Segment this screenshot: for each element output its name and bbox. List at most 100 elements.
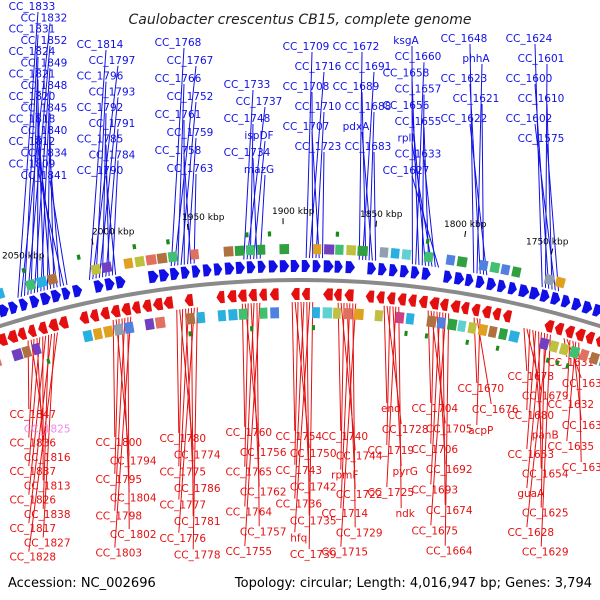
forward-gene-label-cc-1812: CC_1812 [9, 136, 56, 148]
reverse-gene-label-cc-1765: CC_1765 [225, 467, 272, 479]
forward-gene-connector [170, 47, 185, 267]
feature-mark [267, 231, 272, 237]
forward-gene-label-cc-1723: CC_1723 [295, 141, 342, 153]
forward-annotation-bar [101, 261, 113, 274]
forward-gene-label-cc-1793: CC_1793 [89, 86, 136, 98]
reverse-annotation-bar [31, 342, 42, 356]
forward-gene-label-cc-1791: CC_1791 [89, 118, 136, 130]
reverse-annotation-bar [374, 309, 384, 322]
forward-annotation-bar [35, 275, 48, 288]
reverse-annotation-bar [113, 323, 125, 336]
forward-gene-connector [358, 51, 363, 260]
reverse-annotation-bar [426, 315, 437, 328]
reverse-gene-label-cc-1795: CC_1795 [95, 474, 142, 486]
forward-gene-arrow [50, 289, 61, 303]
reverse-gene-label-cc-1692: CC_1692 [426, 464, 473, 476]
reverse-gene-connector [114, 318, 120, 474]
kbp-tick-label: 1800 kbp [444, 220, 487, 230]
reverse-gene-label-cc-1628: CC_1628 [507, 527, 554, 539]
reverse-gene-label-cc-1816: CC_1816 [24, 452, 71, 464]
forward-gene-connector [111, 160, 119, 276]
reverse-gene-label-cc-1676: CC_1676 [472, 404, 519, 416]
reverse-annotation-bar [270, 307, 280, 319]
reverse-gene-label-cc-1729: CC_1729 [336, 527, 383, 539]
forward-gene-arrow [453, 271, 465, 285]
forward-gene-label-cc-1688: CC_1688 [345, 101, 392, 113]
reverse-gene-arrow [502, 310, 513, 323]
forward-gene-label-cc-1733: CC_1733 [224, 79, 271, 91]
forward-gene-arrow [202, 264, 212, 277]
reverse-gene-connector [244, 302, 261, 547]
reverse-gene-arrow [461, 301, 470, 315]
reverse-gene-label-cc-1693: CC_1693 [411, 485, 458, 497]
reverse-annotation-bar [446, 318, 458, 331]
reverse-gene-arrow [237, 289, 247, 302]
forward-gene-arrow [104, 277, 115, 291]
forward-gene-connector [534, 83, 550, 289]
reverse-gene-arrow [291, 288, 300, 301]
forward-gene-label-cc-1691: CC_1691 [345, 61, 392, 73]
reverse-annotation-bar [21, 345, 33, 359]
reverse-gene-label-cc-1760: CC_1760 [225, 427, 272, 439]
forward-annotation-bar [90, 263, 102, 276]
reverse-gene-connector [386, 306, 391, 446]
forward-gene-label-cc-1709: CC_1709 [283, 41, 330, 53]
forward-gene-connector [321, 151, 325, 259]
forward-gene-connector [187, 137, 197, 265]
forward-annotation-bar [279, 244, 290, 255]
forward-gene-arrow [410, 266, 420, 279]
reverse-gene-connector [526, 332, 543, 489]
reverse-gene-connector [294, 302, 311, 533]
forward-gene-arrow [475, 275, 485, 289]
forward-gene-connector [253, 140, 266, 260]
forward-gene-connector [46, 113, 51, 290]
forward-gene-label-ispdf: ispDF [244, 130, 273, 142]
reverse-gene-arrow [216, 290, 225, 304]
reverse-annotation-bar [588, 351, 600, 365]
forward-gene-label-cc-1758: CC_1758 [155, 145, 202, 157]
reverse-gene-arrow [418, 295, 428, 309]
kbp-tick-label: 1850 kbp [360, 210, 403, 220]
reverse-gene-connector [244, 303, 249, 467]
forward-gene-label-cc-1784: CC_1784 [89, 149, 136, 161]
forward-gene-connector [308, 71, 325, 259]
forward-gene-arrow [388, 263, 398, 277]
forward-gene-arrow [560, 294, 571, 308]
feature-mark [465, 339, 470, 346]
forward-gene-label-cc-1763: CC_1763 [167, 163, 214, 175]
forward-gene-label-cc-1834: CC_1834 [21, 147, 68, 159]
reverse-annotation-bar [123, 321, 135, 334]
forward-gene-label-cc-1708: CC_1708 [283, 81, 330, 93]
forward-annotation-bar [423, 251, 434, 263]
reverse-gene-arrow [269, 288, 279, 301]
kbp-ticks: 2050 kbp 2000 kbp 1950 kbp 1900 kbp 1850 kbp… [2, 207, 569, 261]
reverse-gene-arrow [89, 309, 100, 322]
forward-gene-arrow [549, 291, 561, 305]
reverse-gene-label-cc-1735: CC_1735 [290, 515, 337, 527]
forward-gene-label-cc-1707: CC_1707 [283, 121, 330, 133]
reverse-annotation-bar [322, 307, 333, 319]
forward-gene-label-cc-1734: CC_1734 [224, 147, 271, 159]
reverse-gene-label-cc-1803: CC_1803 [95, 548, 142, 560]
reverse-gene-arrow [397, 293, 407, 306]
forward-gene-connector [305, 51, 313, 259]
forward-gene-connector [17, 11, 39, 298]
feature-mark [495, 345, 500, 351]
reverse-gene-connector [294, 301, 305, 499]
feature-mark [46, 358, 51, 365]
forward-gene-label-cc-1600: CC_1600 [506, 73, 553, 85]
reverse-gene-connector [28, 337, 41, 467]
kbp-tick-label: 2000 kbp [92, 228, 135, 238]
forward-gene-connector [102, 113, 107, 278]
forward-annotation-bar [0, 287, 6, 299]
reverse-gene-connector [526, 333, 548, 528]
forward-gene-arrow [345, 261, 355, 274]
feature-mark [335, 231, 340, 237]
kbp-tick-label: 2050 kbp [2, 251, 45, 261]
feature-mark [545, 357, 550, 364]
forward-annotation-bar [167, 251, 178, 263]
forward-gene-label-cc-1683: CC_1683 [345, 141, 392, 153]
reverse-gene-arrow [110, 304, 121, 318]
forward-gene-arrow [169, 267, 180, 281]
forward-gene-label-cc-1657: CC_1657 [395, 84, 442, 96]
